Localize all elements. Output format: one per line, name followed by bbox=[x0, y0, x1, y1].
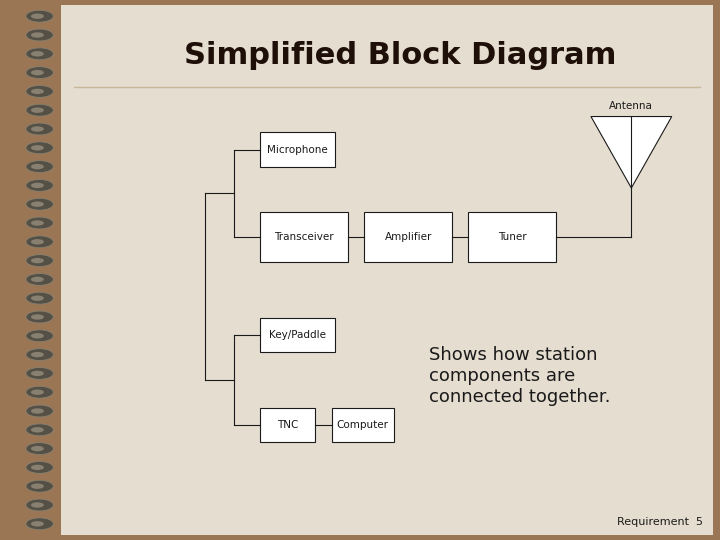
Text: Requirement  5: Requirement 5 bbox=[617, 517, 703, 526]
Bar bbox=[260, 132, 335, 167]
Bar bbox=[469, 212, 557, 262]
Text: Tuner: Tuner bbox=[498, 232, 527, 242]
Bar bbox=[364, 212, 452, 262]
Text: Simplified Block Diagram: Simplified Block Diagram bbox=[184, 41, 616, 70]
Text: Microphone: Microphone bbox=[267, 145, 328, 154]
Polygon shape bbox=[591, 117, 672, 188]
Text: Amplifier: Amplifier bbox=[384, 232, 432, 242]
Text: Computer: Computer bbox=[336, 420, 389, 430]
Bar bbox=[260, 318, 335, 352]
Bar bbox=[260, 212, 348, 262]
Text: Key/Paddle: Key/Paddle bbox=[269, 330, 326, 340]
Bar bbox=[260, 408, 315, 442]
Text: TNC: TNC bbox=[277, 420, 298, 430]
Text: Transceiver: Transceiver bbox=[274, 232, 334, 242]
Text: Antenna: Antenna bbox=[609, 101, 653, 111]
Bar bbox=[332, 408, 394, 442]
Text: Shows how station
components are
connected together.: Shows how station components are connect… bbox=[429, 346, 611, 406]
